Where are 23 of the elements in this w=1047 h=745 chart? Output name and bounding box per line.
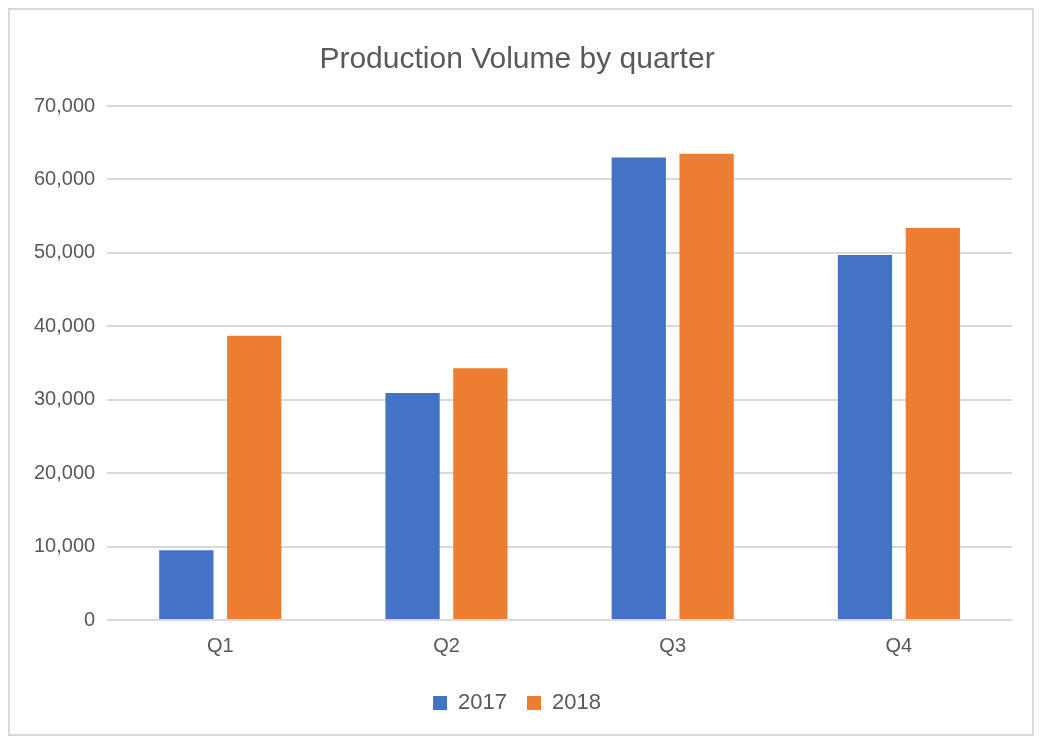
bar — [159, 550, 214, 619]
legend-label: 2018 — [552, 689, 601, 715]
x-tick-label: Q1 — [206, 633, 234, 656]
y-tick-label: 70,000 — [34, 93, 96, 116]
x-tick-label: Q2 — [433, 633, 460, 656]
y-tick-label: 50,000 — [34, 240, 96, 263]
chart-title: Production Volume by quarter — [319, 41, 715, 75]
y-tick-label: 0 — [84, 607, 96, 630]
y-tick-label: 10,000 — [34, 534, 96, 557]
y-tick-label: 40,000 — [34, 313, 96, 336]
bar — [905, 227, 960, 619]
y-tick-label: 60,000 — [34, 166, 96, 189]
y-tick-label: 30,000 — [34, 387, 96, 410]
bar — [837, 255, 893, 619]
bar — [453, 368, 508, 619]
bar — [227, 335, 282, 619]
bar — [679, 153, 734, 619]
x-tick-label: Q3 — [659, 633, 687, 656]
bar — [611, 157, 666, 619]
bar — [385, 393, 440, 619]
y-tick-label: 20,000 — [34, 460, 96, 483]
legend-label: 2017 — [458, 689, 508, 715]
x-tick-label: Q4 — [885, 633, 913, 656]
